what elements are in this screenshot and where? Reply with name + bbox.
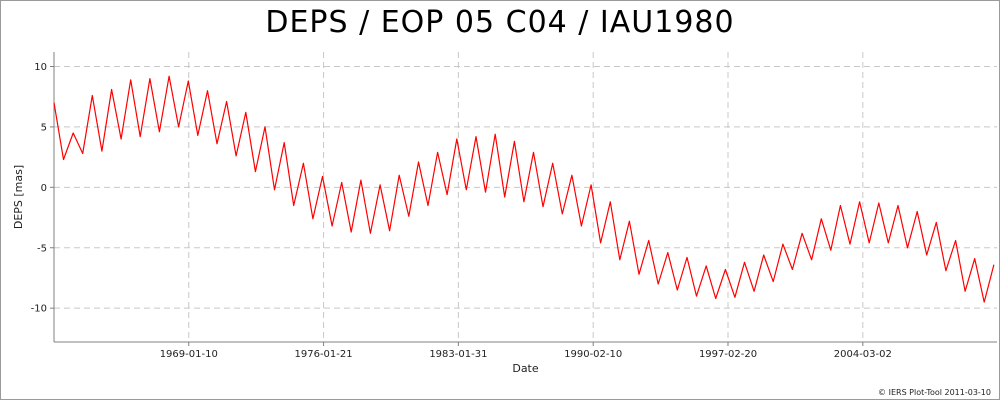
x-tick-label: 1983-01-31 [429, 349, 487, 360]
y-tick-label: 10 [34, 62, 47, 73]
plot-area [54, 52, 997, 342]
credit-text: © IERS Plot-Tool 2011-03-10 [878, 388, 991, 397]
x-axis-label: Date [512, 362, 539, 375]
x-tick-label: 2004-03-02 [834, 349, 892, 360]
x-tick-label: 1969-01-10 [160, 349, 218, 360]
series-line-deps [53, 75, 995, 303]
y-tick-label: -10 [31, 304, 47, 315]
x-tick-label: 1997-02-20 [699, 349, 757, 360]
y-tick-label: 0 [41, 183, 47, 194]
y-tick-label: -5 [37, 243, 47, 254]
y-axis-label: DEPS [mas] [12, 165, 25, 229]
x-tick-label: 1990-02-10 [564, 349, 622, 360]
chart-title: DEPS / EOP 05 C04 / IAU1980 [265, 5, 735, 40]
y-tick-label: 5 [41, 122, 47, 133]
x-tick-label: 1976-01-21 [295, 349, 353, 360]
